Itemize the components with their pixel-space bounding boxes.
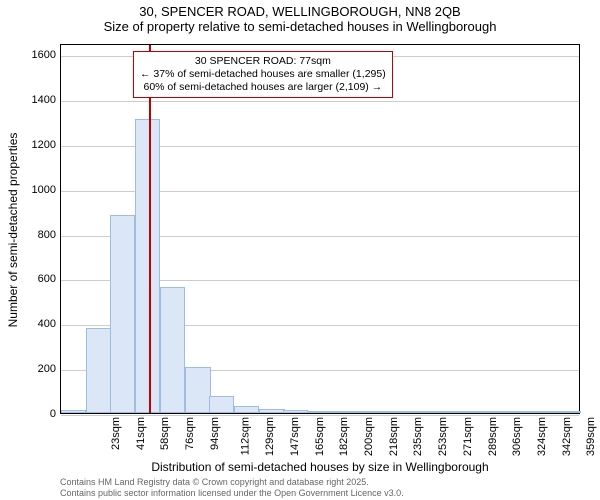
grid-line xyxy=(61,101,579,102)
y-tick-label: 800 xyxy=(6,229,56,241)
x-tick-label: 147sqm xyxy=(289,417,301,456)
histogram-bar xyxy=(86,328,111,413)
x-tick-label: 253sqm xyxy=(437,417,449,456)
histogram-bar xyxy=(556,411,581,413)
x-tick-label: 41sqm xyxy=(135,417,147,450)
histogram-bar xyxy=(61,410,86,413)
histogram-bar xyxy=(259,409,284,413)
y-tick-label: 600 xyxy=(6,273,56,285)
histogram-bar xyxy=(457,411,482,413)
x-tick-label: 359sqm xyxy=(585,417,597,456)
x-tick-label: 165sqm xyxy=(314,417,326,456)
y-tick-label: 1400 xyxy=(6,94,56,106)
histogram-bar xyxy=(383,411,408,413)
x-tick-label: 342sqm xyxy=(562,417,574,456)
x-axis-label: Distribution of semi-detached houses by … xyxy=(60,460,580,474)
x-tick-label: 182sqm xyxy=(338,417,350,456)
x-tick-label: 271sqm xyxy=(462,417,474,456)
footer-attribution: Contains HM Land Registry data © Crown c… xyxy=(60,477,404,498)
annotation-line: 30 SPENCER ROAD: 77sqm xyxy=(140,55,386,68)
footer-line1: Contains HM Land Registry data © Crown c… xyxy=(60,477,404,487)
property-marker-line xyxy=(149,45,151,413)
x-tick-label: 289sqm xyxy=(488,417,500,456)
x-tick-label: 200sqm xyxy=(363,417,375,456)
y-tick-label: 1000 xyxy=(6,184,56,196)
histogram-bar xyxy=(482,411,507,413)
histogram-bar xyxy=(408,411,433,413)
plot-area: 30 SPENCER ROAD: 77sqm← 37% of semi-deta… xyxy=(60,44,580,414)
x-tick-label: 235sqm xyxy=(412,417,424,456)
histogram-chart: 30, SPENCER ROAD, WELLINGBOROUGH, NN8 2Q… xyxy=(0,0,600,500)
histogram-bar xyxy=(334,411,359,413)
y-tick-label: 1600 xyxy=(6,49,56,61)
histogram-bar xyxy=(357,411,382,413)
x-tick-label: 324sqm xyxy=(536,417,548,456)
histogram-bar xyxy=(209,396,234,413)
y-tick-label: 0 xyxy=(6,408,56,420)
annotation-box: 30 SPENCER ROAD: 77sqm← 37% of semi-deta… xyxy=(133,51,393,98)
y-tick-label: 200 xyxy=(6,363,56,375)
footer-line2: Contains public sector information licen… xyxy=(60,488,404,498)
grid-line xyxy=(61,415,579,416)
histogram-bar xyxy=(160,287,185,413)
histogram-bar xyxy=(433,411,458,413)
y-tick-label: 1200 xyxy=(6,139,56,151)
histogram-bar xyxy=(283,410,308,413)
histogram-bar xyxy=(135,119,160,413)
y-tick-label: 400 xyxy=(6,318,56,330)
x-tick-label: 218sqm xyxy=(388,417,400,456)
histogram-bar xyxy=(185,367,210,413)
histogram-bar xyxy=(531,411,556,413)
x-tick-label: 58sqm xyxy=(159,417,171,450)
x-tick-label: 129sqm xyxy=(264,417,276,456)
chart-title: 30, SPENCER ROAD, WELLINGBOROUGH, NN8 2Q… xyxy=(0,4,600,34)
x-tick-label: 112sqm xyxy=(239,417,251,455)
histogram-bar xyxy=(308,411,333,413)
histogram-bar xyxy=(110,215,135,413)
x-tick-label: 76sqm xyxy=(184,417,196,450)
annotation-line: ← 37% of semi-detached houses are smalle… xyxy=(140,68,386,81)
histogram-bar xyxy=(234,406,259,413)
x-tick-label: 94sqm xyxy=(209,417,221,450)
x-tick-label: 23sqm xyxy=(110,417,122,450)
chart-title-line2: Size of property relative to semi-detach… xyxy=(0,19,600,34)
chart-title-line1: 30, SPENCER ROAD, WELLINGBOROUGH, NN8 2Q… xyxy=(0,4,600,19)
histogram-bar xyxy=(507,411,532,413)
x-tick-label: 306sqm xyxy=(511,417,523,456)
annotation-line: 60% of semi-detached houses are larger (… xyxy=(140,81,386,94)
